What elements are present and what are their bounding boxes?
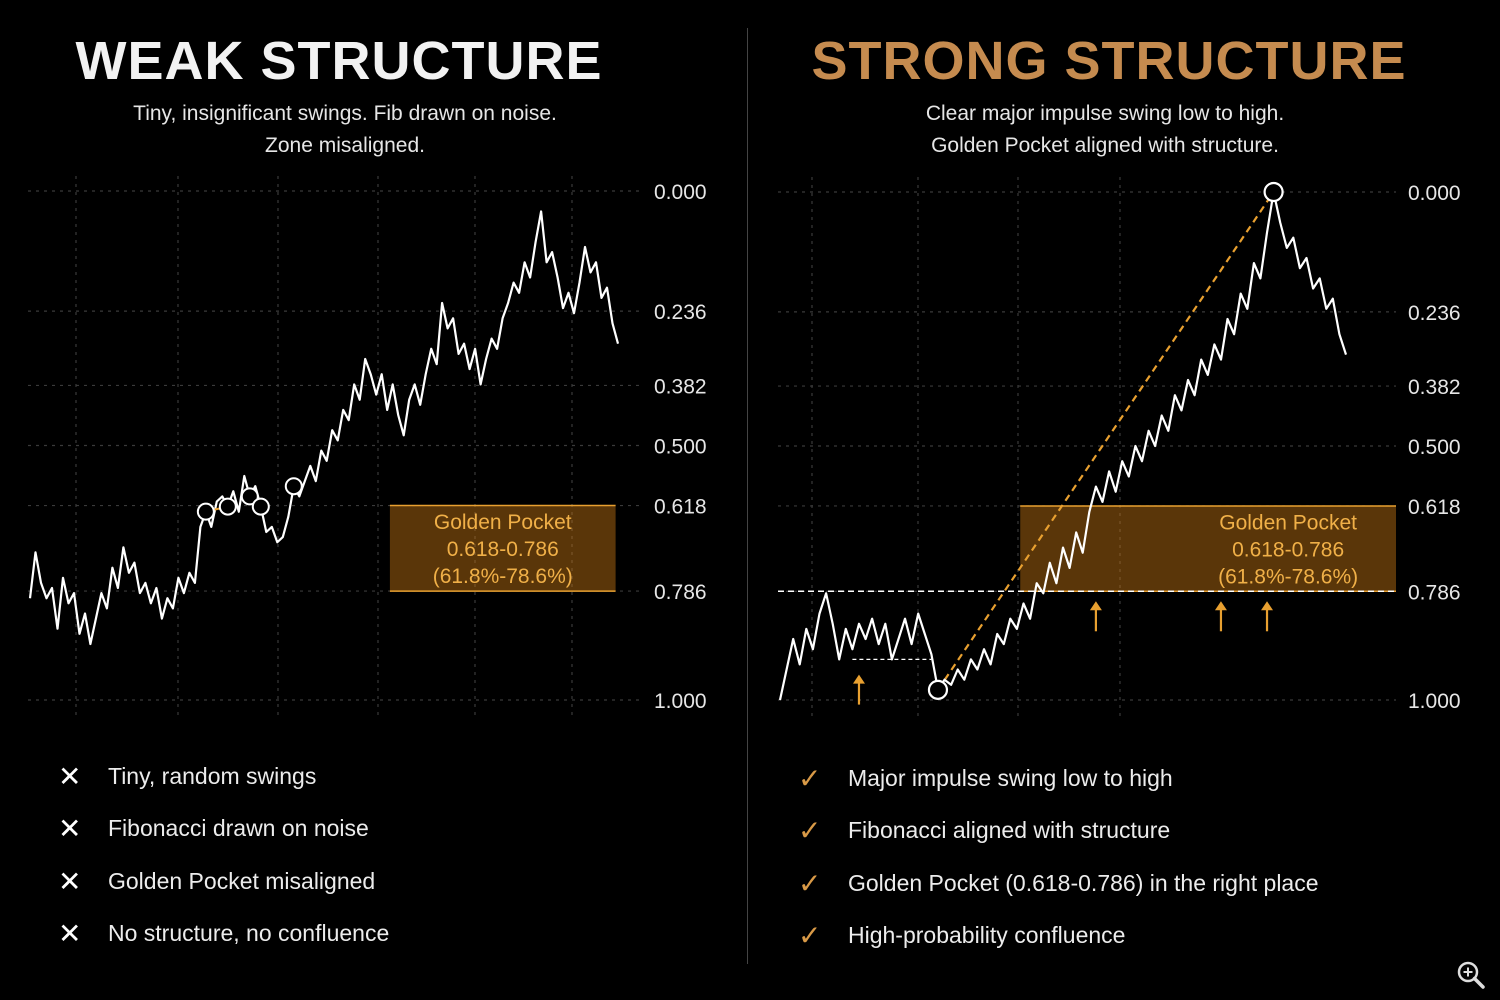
swing-high-marker [1263,181,1284,203]
impulse-swing-line [937,191,1275,691]
fib-level-label: 0.500 [1408,436,1461,459]
strong-structure-panel: STRONG STRUCTURE Clear major impulse swi… [750,0,1500,1000]
golden-pocket-label: 0.618-0.786 [1232,538,1344,561]
fib-level-label: 0.500 [654,436,707,459]
golden-pocket-label: (61.8%-78.6%) [433,565,573,588]
swing-marker [218,497,237,516]
weak-point-text: Tiny, random swings [108,762,317,789]
weak-point-text: Golden Pocket misaligned [108,867,376,894]
strong-point-text: High-probability confluence [848,922,1126,949]
weak-point-item: ✕ No structure, no confluence [58,908,389,961]
strong-point-text: Fibonacci aligned with structure [848,817,1171,844]
panel-divider [747,28,748,964]
weak-point-item: ✕ Fibonacci drawn on noise [58,803,389,856]
fib-level-label: 1.000 [1408,690,1461,713]
strong-structure-title: STRONG STRUCTURE [811,31,1407,91]
weak-point-text: Fibonacci drawn on noise [108,815,369,842]
strong-point-item: ✓ Golden Pocket (0.618-0.786) in the righ… [798,857,1319,910]
strong-points-list: ✓ Major impulse swing low to high ✓ Fibona… [798,752,1319,962]
fib-level-label: 0.382 [1408,376,1461,399]
fib-level-label: 0.618 [654,496,707,519]
strong-point-item: ✓ Major impulse swing low to high [798,752,1319,805]
fib-level-label: 1.000 [654,690,707,713]
x-icon: ✕ [58,760,82,792]
weak-point-text: No structure, no confluence [108,920,390,947]
weak-structure-chart: 0.000 0.236 0.382 0.500 0.618 0.786 1.000 Golde… [28,176,707,718]
weak-point-item: ✕ Golden Pocket misaligned [58,855,389,908]
fib-level-label: 0.382 [654,375,707,398]
check-icon: ✓ [798,920,822,952]
strong-subtitle-line-2: Golden Pocket aligned with structure. [931,134,1279,157]
golden-pocket-zone [389,505,616,592]
weak-structure-subtitle: Tiny, insignificant swings. Fib drawn on… [0,98,720,162]
golden-pocket-label: 0.618-0.786 [447,538,559,561]
strong-point-item: ✓ High-probability confluence [798,910,1319,963]
swing-marker [196,502,215,521]
fib-level-label: 0.618 [1408,496,1461,519]
retest-arrow-head [852,674,865,684]
strong-point-text: Major impulse swing low to high [848,764,1173,791]
x-icon: ✕ [58,813,82,845]
weak-structure-title: WEAK STRUCTURE [75,31,603,91]
check-icon: ✓ [798,867,822,899]
weak-points-list: ✕ Tiny, random swings ✕ Fibonacci drawn on… [58,750,389,960]
zoom-in-icon[interactable] [1456,960,1486,990]
strong-structure-chart: 0.000 0.236 0.382 0.500 0.618 0.786 1.000 Golde… [778,177,1461,718]
strong-point-text: Golden Pocket (0.618-0.786) in the right… [848,869,1319,896]
strong-structure-subtitle: Clear major impulse swing low to high. G… [730,98,1480,162]
x-icon: ✕ [58,865,82,897]
fib-level-label: 0.000 [1408,182,1461,205]
price-line [778,190,1348,701]
retest-arrow-head [1214,601,1227,611]
golden-pocket-label: Golden Pocket [1219,511,1357,534]
weak-subtitle-line-2: Zone misaligned. [265,134,425,157]
swing-low-marker [927,679,949,700]
fib-level-label: 0.786 [654,581,707,604]
golden-pocket-label: (61.8%-78.6%) [1218,565,1358,588]
fib-level-label: 0.000 [654,181,707,204]
strong-point-item: ✓ Fibonacci aligned with structure [798,805,1319,858]
check-icon: ✓ [798,815,822,847]
check-icon: ✓ [798,762,822,794]
x-icon: ✕ [58,918,82,950]
weak-point-item: ✕ Tiny, random swings [58,750,389,803]
fib-level-label: 0.236 [1408,302,1461,325]
weak-subtitle-line-1: Tiny, insignificant swings. Fib drawn on… [133,102,557,125]
golden-pocket-label: Golden Pocket [434,511,572,534]
swing-marker [240,487,259,506]
swing-marker [284,477,303,496]
weak-structure-panel: WEAK STRUCTURE Tiny, insignificant swing… [0,31,720,960]
fib-level-label: 0.236 [654,301,707,324]
strong-subtitle-line-1: Clear major impulse swing low to high. [925,102,1285,125]
retest-arrow-head [1089,601,1102,611]
swing-marker [251,497,270,516]
fib-level-label: 0.786 [1408,581,1461,604]
price-line [28,210,620,646]
retest-arrow-head [1261,601,1274,611]
